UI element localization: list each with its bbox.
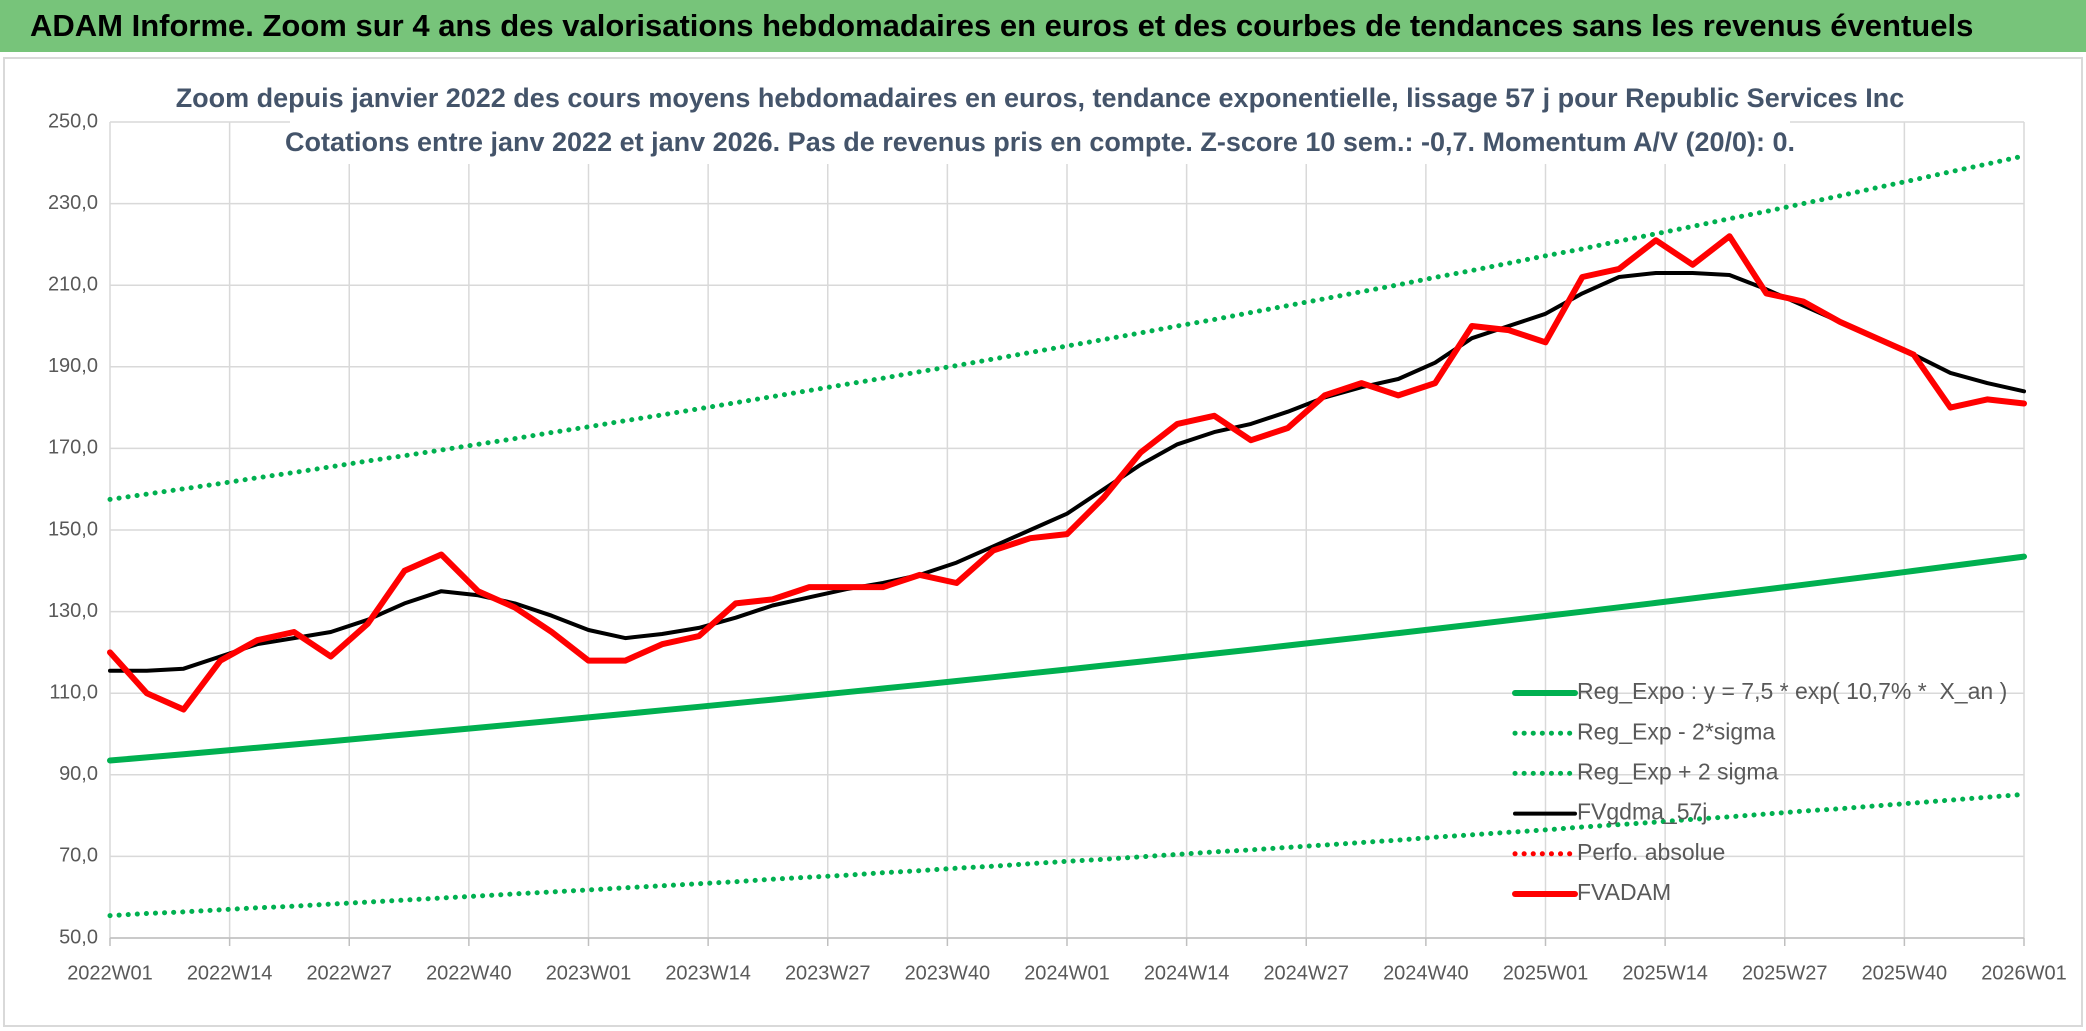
y-tick-label: 50,0 (59, 926, 98, 948)
chart-subtitle: Cotations entre janv 2022 et janv 2026. … (285, 127, 1795, 157)
header-title: ADAM Informe. Zoom sur 4 ans des valoris… (30, 8, 1973, 43)
x-tick-label: 2022W14 (187, 962, 273, 984)
series-line (107, 791, 2027, 919)
series-line (108, 271, 2026, 673)
title-background (290, 80, 1790, 164)
x-tick-label: 2024W01 (1024, 962, 1110, 984)
x-tick-label: 2023W27 (785, 962, 871, 984)
y-tick-label: 210,0 (48, 273, 98, 295)
legend-label: Reg_Expo : y = 7,5 * exp( 10,7% * X_an ) (1577, 678, 2007, 704)
legend-label: Reg_Exp - 2*sigma (1577, 718, 1775, 744)
legend-label: Reg_Exp + 2 sigma (1577, 758, 1779, 784)
y-tick-label: 170,0 (48, 437, 98, 459)
header-bar (0, 0, 2086, 52)
series-line (107, 553, 2027, 764)
x-tick-label: 2023W14 (665, 962, 751, 984)
x-tick-label: 2023W01 (546, 962, 632, 984)
x-tick-label: 2026W01 (1981, 962, 2067, 984)
chart-title: Zoom depuis janvier 2022 des cours moyen… (176, 83, 1905, 113)
x-tick-label: 2024W14 (1144, 962, 1230, 984)
grid: 50,0 70,0 90,0 110,0 130,0 150,0 170,0 190,0 210… (48, 110, 2067, 984)
y-tick-label: 190,0 (48, 355, 98, 377)
y-tick-label: 130,0 (48, 600, 98, 622)
x-tick-label: 2023W40 (905, 962, 991, 984)
x-tick-label: 2024W40 (1383, 962, 1469, 984)
y-tick-label: 230,0 (48, 192, 98, 214)
plot (107, 153, 2027, 919)
legend-label: FVADAM (1577, 879, 1671, 905)
legend-label: FVgdma_57j (1577, 799, 1707, 825)
x-tick-label: 2024W27 (1263, 962, 1349, 984)
y-tick-label: 250,0 (48, 110, 98, 132)
y-tick-label: 150,0 (48, 518, 98, 540)
legend-label: Perfo. absolue (1577, 839, 1725, 865)
x-tick-label: 2025W01 (1503, 962, 1589, 984)
y-tick-label: 90,0 (59, 763, 98, 785)
series-line (107, 233, 2027, 713)
y-tick-label: 70,0 (59, 845, 98, 867)
x-tick-label: 2025W27 (1742, 962, 1828, 984)
x-tick-label: 2025W14 (1622, 962, 1708, 984)
x-tick-label: 2025W40 (1862, 962, 1948, 984)
x-tick-label: 2022W40 (426, 962, 512, 984)
legend: Reg_Expo : y = 7,5 * exp( 10,7% * X_an )… (1512, 678, 2007, 905)
chart-frame (3, 57, 2083, 1027)
x-tick-label: 2022W27 (306, 962, 392, 984)
series-line (107, 153, 2027, 502)
x-tick-label: 2022W01 (67, 962, 153, 984)
y-tick-label: 110,0 (49, 681, 98, 703)
